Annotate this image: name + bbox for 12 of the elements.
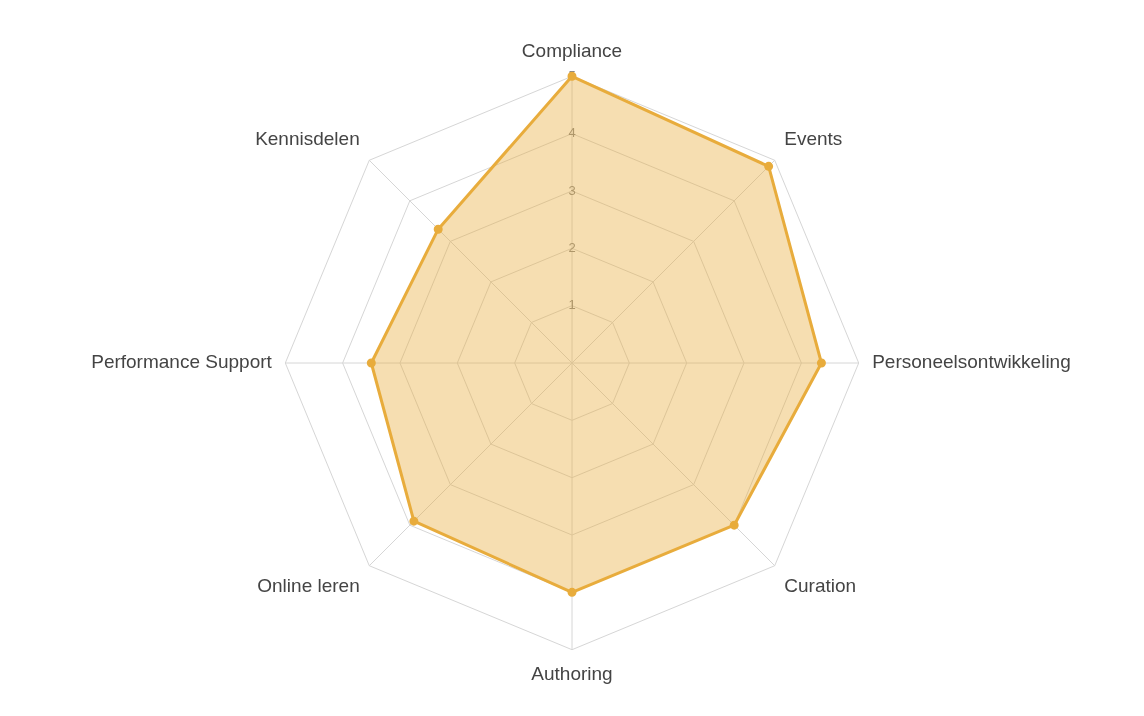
spoke-label: Kennisdelen [255,127,360,149]
y-tick-label: 3 [568,182,576,198]
spoke-label: Personeelsontwikkeling [872,351,1071,373]
spoke-label: Performance Support [91,351,273,373]
y-tick-label: 4 [568,125,576,141]
y-tick-label: 2 [568,239,576,255]
spoke-label: Compliance [521,39,623,61]
spoke-label: Events [784,127,843,149]
spoke-label: Online leren [257,574,360,596]
spoke-label: Curation [784,574,857,596]
y-tick-label: 1 [568,297,576,313]
spoke-label: Authoring [531,662,613,684]
